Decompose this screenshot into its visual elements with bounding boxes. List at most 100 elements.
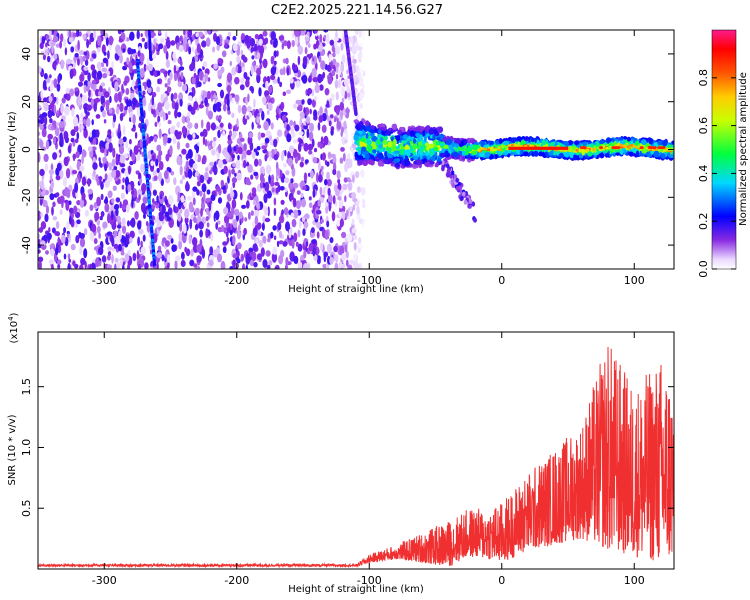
noise-cell <box>297 229 301 238</box>
noise-cell <box>121 217 126 227</box>
band-cell <box>422 130 426 137</box>
noise-cell <box>204 97 209 106</box>
noise-cell <box>360 169 365 178</box>
noise-cell <box>215 222 219 230</box>
band-cell <box>409 127 415 132</box>
noise-cell <box>55 221 60 230</box>
noise-cell <box>179 222 183 232</box>
noise-cell <box>278 35 285 41</box>
noise-cell <box>134 211 139 220</box>
noise-cell <box>60 136 64 146</box>
noise-cell <box>273 138 278 148</box>
noise-cell <box>329 114 334 119</box>
noise-cell <box>245 200 250 209</box>
noise-cell <box>79 237 86 248</box>
noise-cell <box>72 260 76 267</box>
noise-cell <box>264 90 270 97</box>
band-cell <box>358 155 364 160</box>
noise-cell <box>232 35 237 41</box>
noise-cell <box>122 177 125 183</box>
noise-cell <box>112 185 117 191</box>
band-cell <box>564 151 570 158</box>
noise-cell <box>306 128 310 139</box>
noise-cell <box>298 131 304 136</box>
noise-cell <box>39 168 45 177</box>
noise-cell <box>199 174 205 184</box>
noise-cell <box>45 42 48 48</box>
noise-cell <box>141 183 147 193</box>
noise-cell <box>256 67 262 76</box>
noise-cell <box>115 197 121 203</box>
noise-cell <box>359 42 364 47</box>
noise-cell <box>89 231 95 241</box>
noise-cell <box>169 126 175 134</box>
noise-cell <box>89 263 93 269</box>
noise-cell <box>43 73 48 80</box>
noise-cell <box>181 125 187 135</box>
noise-cell <box>285 170 290 176</box>
noise-cell <box>339 218 344 228</box>
noise-cell <box>214 161 217 169</box>
noise-cell <box>49 248 55 257</box>
noise-cell <box>52 152 58 160</box>
noise-cell <box>110 77 115 83</box>
noise-cell <box>358 237 362 245</box>
band-cell <box>443 144 449 149</box>
noise-cell <box>69 88 75 97</box>
noise-cell <box>233 146 237 152</box>
noise-cell <box>308 150 313 155</box>
band-cell <box>440 143 445 147</box>
noise-cell <box>247 194 250 200</box>
branch-cell <box>451 183 456 188</box>
band-cell <box>392 138 397 146</box>
noise-cell <box>270 39 273 45</box>
noise-cell <box>153 135 158 143</box>
noise-cell <box>290 212 295 218</box>
noise-cell <box>223 207 229 215</box>
noise-cell <box>324 230 329 240</box>
noise-cell <box>178 66 185 71</box>
band-cell <box>472 144 478 151</box>
noise-cell <box>243 227 248 236</box>
noise-cell <box>59 195 65 204</box>
noise-cell <box>110 210 114 221</box>
band-cell <box>387 141 392 148</box>
noise-cell <box>362 203 366 209</box>
noise-cell <box>121 184 125 190</box>
noise-cell <box>227 144 232 154</box>
noise-cell <box>341 97 345 103</box>
noise-cell <box>73 125 79 133</box>
band-cell <box>398 148 405 155</box>
noise-cell <box>165 153 170 162</box>
noise-cell <box>187 134 193 140</box>
noise-cell <box>80 257 86 266</box>
noise-cell <box>265 80 269 90</box>
band-cell <box>360 137 366 143</box>
branch-cell <box>462 191 466 197</box>
noise-cell <box>184 216 189 224</box>
noise-cell <box>267 237 271 243</box>
noise-cell <box>302 185 307 191</box>
noise-cell <box>119 154 126 164</box>
noise-cell <box>250 64 254 76</box>
noise-cell <box>208 145 212 150</box>
noise-cell <box>268 156 272 161</box>
noise-cell <box>51 41 56 46</box>
noise-cell <box>93 30 97 40</box>
noise-cell <box>126 220 130 227</box>
noise-cell <box>278 254 284 265</box>
noise-cell <box>176 155 182 166</box>
noise-cell <box>174 130 179 138</box>
noise-cell <box>94 211 100 221</box>
noise-cell <box>305 241 309 247</box>
noise-cell <box>292 62 296 71</box>
noise-cell <box>266 264 271 269</box>
noise-cell <box>48 169 55 175</box>
noise-cell <box>165 199 168 206</box>
noise-cell <box>231 154 235 159</box>
noise-cell <box>333 245 338 253</box>
noise-cell <box>114 257 119 263</box>
noise-cell <box>237 154 240 161</box>
noise-cell <box>93 238 98 245</box>
noise-cell <box>76 132 80 140</box>
